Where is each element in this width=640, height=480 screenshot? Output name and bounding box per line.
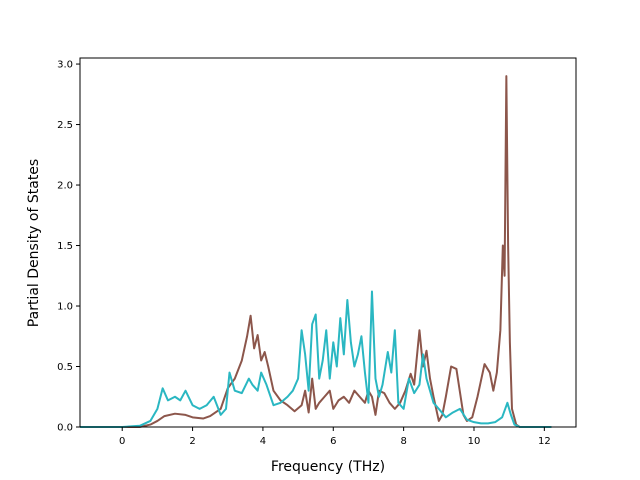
x-tick-label: 10 <box>468 436 481 447</box>
y-tick-label: 3.0 <box>57 60 73 71</box>
x-tick-label: 4 <box>260 436 266 447</box>
y-tick-label: 0.0 <box>57 423 73 434</box>
x-tick-label: 6 <box>330 436 336 447</box>
x-axis: 0 2 4 6 8 10 12 <box>119 427 551 447</box>
plot-frame <box>79 57 577 428</box>
x-tick-label: 2 <box>189 436 195 447</box>
y-tick-label: 1.0 <box>57 302 73 313</box>
y-tick-label: 2.5 <box>57 120 73 131</box>
x-tick-label: 8 <box>400 436 406 447</box>
series-layer <box>80 75 552 428</box>
series-line-1 <box>80 75 552 428</box>
x-tick-label: 12 <box>538 436 551 447</box>
y-axis-label: Partial Density of States <box>26 159 42 327</box>
y-tick-label: 0.5 <box>57 362 73 373</box>
y-tick-label: 1.5 <box>57 241 73 252</box>
x-tick-label: 0 <box>119 436 125 447</box>
y-tick-label: 2.0 <box>57 181 73 192</box>
series-line-2 <box>80 290 552 428</box>
y-axis: 0.0 0.5 1.0 1.5 2.0 2.5 3.0 <box>57 60 80 434</box>
x-axis-label: Frequency (THz) <box>271 459 385 475</box>
